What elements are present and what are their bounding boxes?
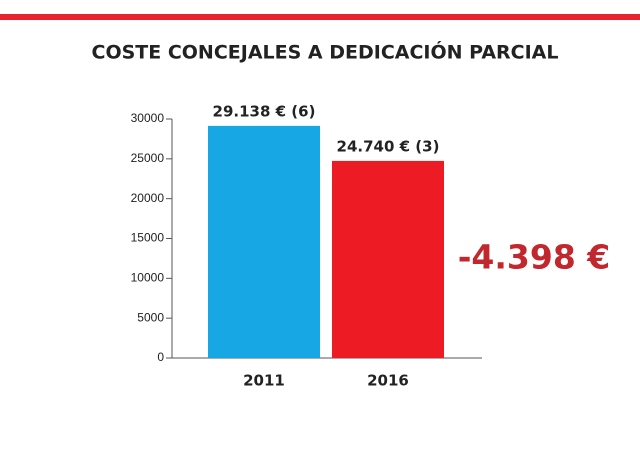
x-tick-label: 2011 <box>243 372 285 390</box>
y-tick-label: 0 <box>157 350 164 364</box>
y-tick-label: 10000 <box>131 271 165 285</box>
top-stripe <box>0 14 640 20</box>
value-label: 24.740 € (3) <box>337 137 440 155</box>
y-tick-label: 25000 <box>131 151 165 165</box>
y-tick-label: 20000 <box>131 191 165 205</box>
y-tick-label: 15000 <box>131 231 165 245</box>
y-tick-label: 5000 <box>137 310 164 324</box>
chart-title: COSTE CONCEJALES A DEDICACIÓN PARCIAL <box>92 40 559 64</box>
bar <box>208 125 320 358</box>
x-tick-label: 2016 <box>367 372 409 390</box>
annotation: -4.398 € <box>458 238 611 277</box>
value-label: 29.138 € (6) <box>213 102 316 120</box>
bar <box>332 160 444 358</box>
y-tick-label: 30000 <box>131 111 165 125</box>
